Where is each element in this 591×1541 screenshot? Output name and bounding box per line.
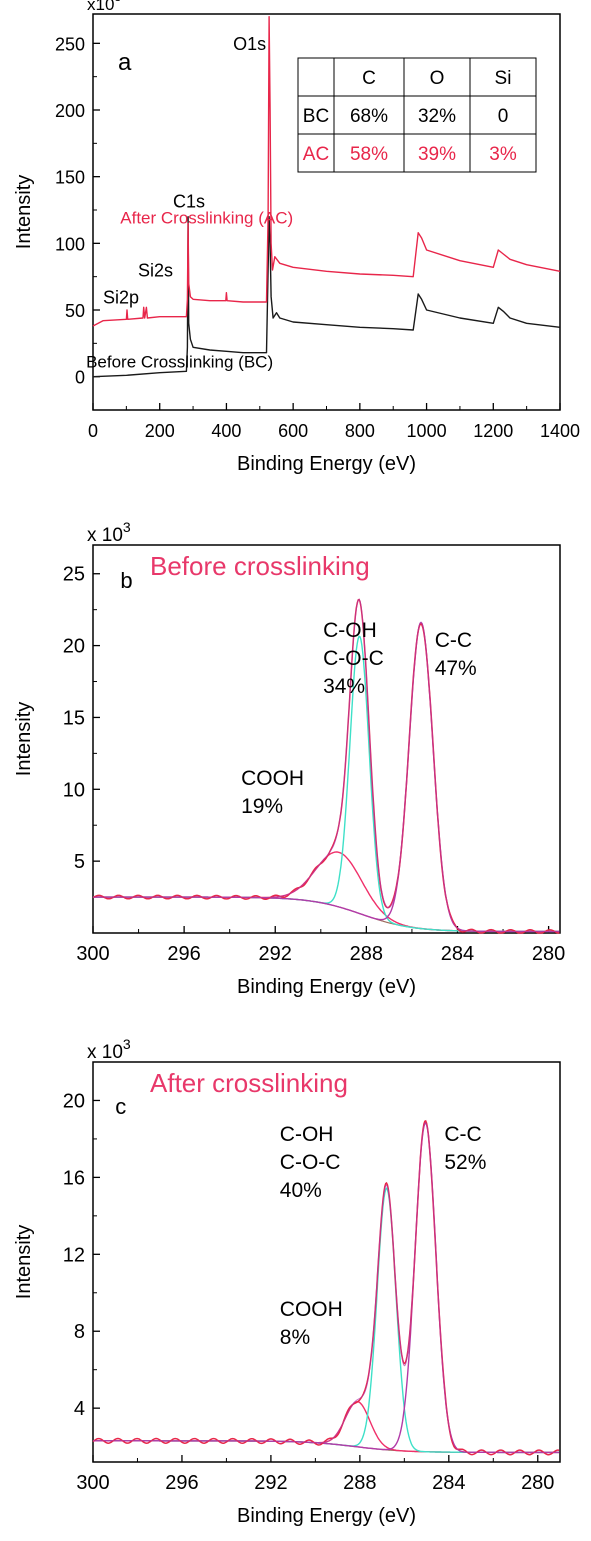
- table-cell: 68%: [350, 106, 388, 127]
- x-tick-label: 0: [88, 421, 98, 441]
- x-tick-label: 600: [278, 421, 308, 441]
- peak-label: C-O-C: [280, 1151, 341, 1174]
- x-tick-label: 284: [432, 1472, 465, 1494]
- y-axis-label: Intensity: [13, 702, 35, 776]
- table-cell: 0: [498, 106, 509, 127]
- baseline-line: [93, 896, 560, 933]
- peak-label: C-C: [444, 1123, 481, 1146]
- y-multiplier: x 103: [87, 1036, 131, 1063]
- plot-frame: [92, 1061, 561, 1463]
- table-cell: Si: [495, 68, 512, 89]
- x-axis-label: Binding Energy (eV): [237, 1505, 416, 1527]
- peak-label: C-O-C: [323, 647, 384, 670]
- table-cell: C: [362, 68, 376, 89]
- table-cell: O: [430, 68, 445, 89]
- plot-frame: [92, 544, 561, 934]
- panel-b: 300 296 292 288 284 280 5 10 15 20 25x 103 Binding …: [13, 519, 565, 998]
- x-tick-label: 300: [76, 1472, 109, 1494]
- table-cell: 32%: [418, 106, 456, 127]
- peak-label: COOH: [280, 1298, 343, 1321]
- x-tick-label: 296: [165, 1472, 198, 1494]
- table-cell: 58%: [350, 144, 388, 165]
- annotation: O1s: [233, 34, 266, 54]
- peak-label: 47%: [435, 657, 477, 680]
- y-axis-label: Intensity: [13, 1225, 35, 1299]
- fit-envelope: [93, 1122, 560, 1453]
- measured-spectrum: [92, 598, 560, 934]
- y-tick-label: 20: [63, 636, 85, 658]
- x-tick-label: 200: [145, 421, 175, 441]
- annotation: a: [118, 49, 132, 76]
- table-border: [297, 57, 537, 173]
- peak-label: 40%: [280, 1179, 322, 1202]
- y-tick-label: 15: [63, 707, 85, 729]
- x-tick-label: 280: [521, 1472, 554, 1494]
- x-tick-label: 292: [254, 1472, 287, 1494]
- table-cell: AC: [303, 144, 329, 165]
- x-tick-label: 296: [167, 943, 200, 965]
- peak-label: C-C: [435, 629, 472, 652]
- composition-table: C O Si BC 68% 32% 0 AC 58% 39% 3%: [297, 57, 537, 173]
- x-tick-label: 800: [345, 421, 375, 441]
- y-tick-label: 150: [55, 168, 85, 188]
- x-tick-label: 288: [350, 943, 383, 965]
- annotation: Si2p: [103, 287, 139, 307]
- x-tick-label: 284: [441, 943, 474, 965]
- x-tick-label: 292: [259, 943, 292, 965]
- annotation: Si2s: [138, 261, 173, 281]
- peak-label: C-OH: [323, 619, 377, 642]
- y-tick-label: 50: [65, 301, 85, 321]
- x-axis-label: Binding Energy (eV): [237, 976, 416, 998]
- annotation: C1s: [173, 191, 205, 211]
- panel-a: 0 200 400 600 800 1000 1200 1400 0 50 100 150 200 250…: [13, 0, 580, 475]
- peak-label: 52%: [444, 1151, 486, 1174]
- peak-label: 19%: [241, 795, 283, 818]
- y-tick-label: 4: [74, 1398, 85, 1420]
- panel-title: After crosslinking: [150, 1068, 348, 1098]
- annotation: After Crosslinking (AC): [120, 208, 293, 227]
- x-tick-label: 400: [211, 421, 241, 441]
- y-tick-label: 16: [63, 1167, 85, 1189]
- y-tick-label: 5: [74, 851, 85, 873]
- x-tick-label: 1200: [473, 421, 513, 441]
- x-tick-label: 1000: [407, 421, 447, 441]
- x-tick-label: 280: [532, 943, 565, 965]
- peak-label: 8%: [280, 1326, 310, 1349]
- table-cell: 3%: [489, 144, 517, 165]
- y-multiplier: x 103: [87, 519, 131, 546]
- x-tick-label: 1400: [540, 421, 580, 441]
- y-tick-label: 10: [63, 779, 85, 801]
- y-tick-label: 200: [55, 101, 85, 121]
- y-tick-label: 250: [55, 34, 85, 54]
- y-tick-label: 12: [63, 1244, 85, 1266]
- fit-envelope: [93, 598, 560, 933]
- y-tick-label: 20: [63, 1090, 85, 1112]
- fit-component-0: [93, 851, 560, 933]
- y-tick-label: 100: [55, 234, 85, 254]
- annotation: Before Crosslinking (BC): [86, 352, 273, 371]
- y-axis-label: Intensity: [13, 175, 35, 249]
- panel-letter: c: [115, 1094, 126, 1119]
- series-line-ac: [92, 16, 561, 327]
- x-tick-label: 288: [343, 1472, 376, 1494]
- y-tick-label: 8: [74, 1321, 85, 1343]
- table-cell: BC: [303, 106, 329, 127]
- peak-label: C-OH: [280, 1123, 334, 1146]
- x-axis-label: Binding Energy (eV): [237, 453, 416, 475]
- fit-component-0: [93, 1400, 560, 1454]
- y-tick-label: 0: [75, 368, 85, 388]
- panel-c: 300 296 292 288 284 280 4 8 12 16 20 x 103 Binding E…: [13, 1036, 561, 1527]
- peak-label: 34%: [323, 675, 365, 698]
- peak-label: COOH: [241, 767, 304, 790]
- table-cell: 39%: [418, 144, 456, 165]
- panel-title: Before crosslinking: [150, 551, 370, 581]
- panel-letter: b: [120, 568, 132, 593]
- y-tick-label: 25: [63, 564, 85, 586]
- x-tick-label: 300: [76, 943, 109, 965]
